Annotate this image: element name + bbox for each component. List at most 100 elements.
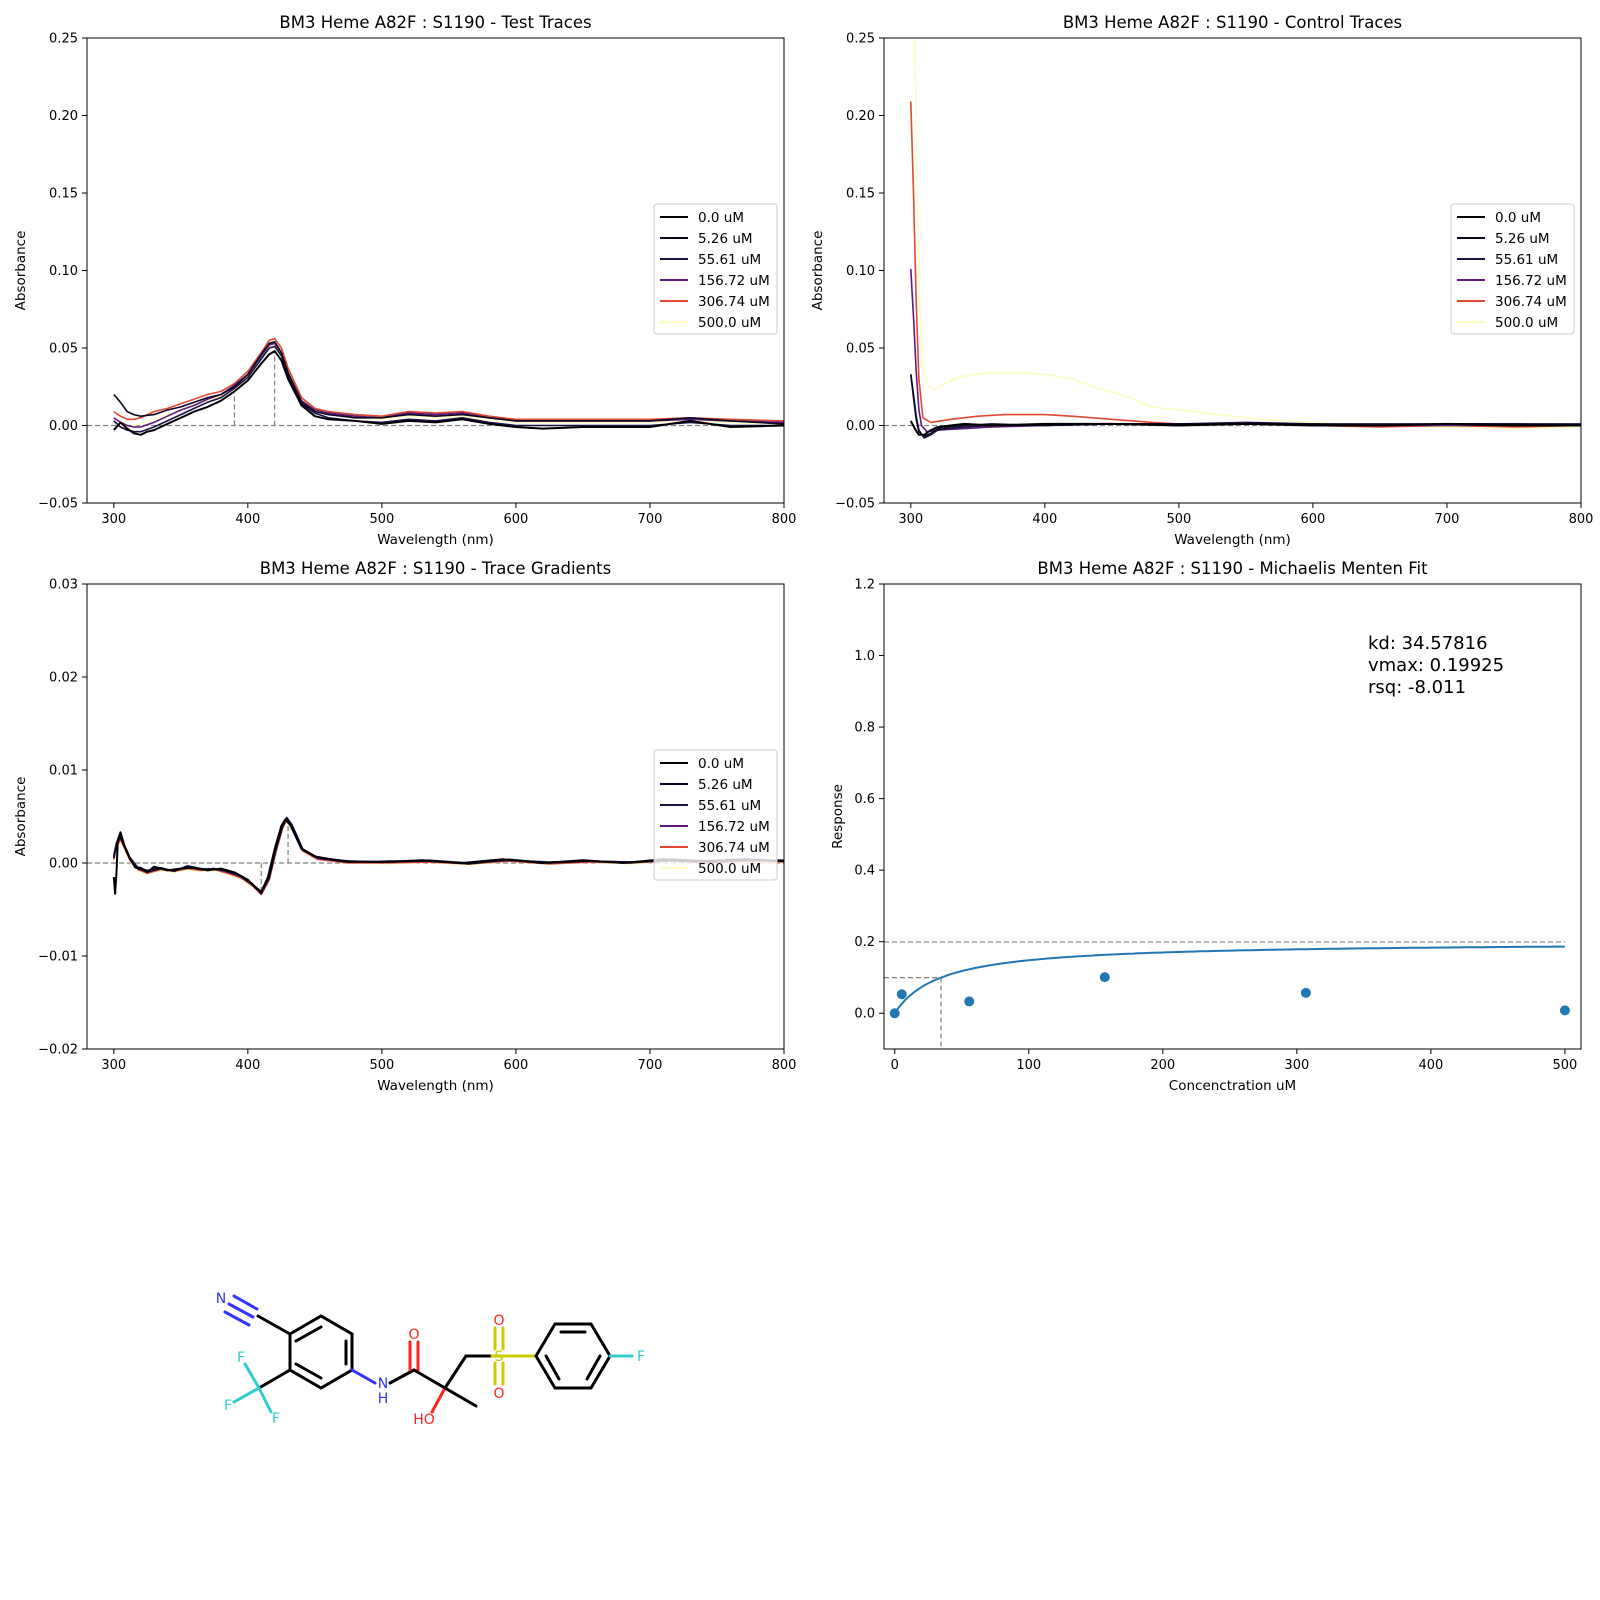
y-axis-label: Absorbance	[810, 231, 826, 311]
x-tick-label: 600	[504, 1058, 529, 1073]
nitrile-triple	[232, 1294, 259, 1311]
y-tick-label: 1.2	[854, 578, 875, 593]
legend-entry: 5.26 uM	[698, 231, 753, 247]
chain-bond	[412, 1368, 447, 1390]
fit-annotation-line: vmax: 0.19925	[1368, 655, 1504, 676]
y-tick-label: 0.00	[846, 419, 875, 434]
x-axis-label: Wavelength (nm)	[1174, 532, 1291, 548]
y-tick-label: 0.6	[854, 792, 875, 807]
y-tick-label: 0.8	[854, 721, 875, 736]
y-tick-label: 0.10	[49, 264, 78, 279]
y-tick-label: 0.01	[49, 764, 78, 779]
series-line-0	[909, 420, 1581, 436]
chart-title: BM3 Heme A82F : S1190 - Control Traces	[1063, 13, 1402, 32]
atom-label: F	[637, 1349, 645, 1365]
fit-annotation-line: rsq: -8.011	[1368, 677, 1466, 698]
axes-frame	[883, 37, 1582, 504]
hydroxyl-bond	[430, 1386, 447, 1414]
chain-bond	[443, 1354, 468, 1390]
x-tick-label: 400	[1032, 512, 1057, 527]
x-tick-label: 400	[235, 512, 260, 527]
series-line-0	[112, 818, 784, 895]
ring-a-double	[294, 1362, 323, 1380]
legend-entry: 0.0 uM	[1495, 210, 1541, 226]
series-line-2	[113, 345, 784, 433]
series-line-0	[113, 350, 784, 436]
cf-bond	[232, 1386, 261, 1404]
data-point	[889, 1008, 900, 1019]
y-tick-label: −0.01	[38, 950, 78, 965]
y-tick-label: 0.20	[846, 109, 875, 124]
cf-bond	[257, 1386, 273, 1414]
chart-title: BM3 Heme A82F : S1190 - Test Traces	[279, 13, 591, 32]
nitrile-triple	[223, 1310, 251, 1327]
x-axis-label: Wavelength (nm)	[377, 532, 494, 548]
x-tick-label: 800	[772, 1058, 797, 1073]
legend-entry: 306.74 uM	[1495, 294, 1567, 310]
x-tick-label: 500	[1553, 1058, 1578, 1073]
plot-area	[884, 941, 1570, 1049]
legend-entry: 500.0 uM	[698, 861, 761, 877]
trace-gradients-panel: BM3 Heme A82F : S1190 - Trace Gradients 3…	[13, 559, 796, 1094]
atom-label: S	[495, 1349, 504, 1365]
y-tick-label: −0.02	[38, 1043, 78, 1058]
fit-annotation-line: kd: 34.57816	[1368, 633, 1488, 654]
atom-label: F	[224, 1398, 232, 1414]
atom-label: O	[408, 1327, 419, 1343]
y-tick-label: 0.20	[49, 109, 78, 124]
chart-title: BM3 Heme A82F : S1190 - Trace Gradients	[260, 559, 612, 578]
legend-entry: 500.0 uM	[1495, 315, 1558, 331]
x-tick-label: 400	[235, 1058, 260, 1073]
legend-entry: 55.61 uM	[698, 798, 761, 814]
legend-entry: 306.74 uM	[698, 840, 770, 856]
y-axis-label: Absorbance	[13, 777, 29, 857]
plot-area	[87, 337, 784, 436]
x-tick-label: 700	[638, 512, 663, 527]
cf-bond	[243, 1362, 261, 1390]
chemical-structure	[223, 1294, 634, 1414]
y-tick-label: 0.03	[49, 578, 78, 593]
data-point	[896, 989, 907, 1000]
y-tick-label: 0.00	[49, 857, 78, 872]
y-tick-label: 1.0	[854, 649, 875, 664]
y-tick-label: 0.00	[49, 419, 78, 434]
atom-label: F	[272, 1411, 280, 1427]
x-axis-label: Concenctration uM	[1169, 1078, 1296, 1094]
structure-atom-labels: N F F F O N H HO O S O F	[216, 1291, 645, 1428]
atom-label: F	[237, 1350, 245, 1366]
y-tick-label: 0.4	[854, 864, 875, 879]
series-line-3	[113, 342, 784, 428]
x-tick-label: 500	[1166, 512, 1191, 527]
legend: 0.0 uM 5.26 uM 55.61 uM 156.72 uM 306.74 uM 5…	[653, 203, 778, 335]
atom-label: N	[378, 1376, 388, 1392]
x-tick-label: 800	[1569, 512, 1594, 527]
legend-entry: 55.61 uM	[698, 252, 761, 268]
x-tick-label: 400	[1418, 1058, 1443, 1073]
axes-frame	[86, 37, 785, 504]
nitrile-triple	[227, 1302, 255, 1319]
michaelis-menten-panel: BM3 Heme A82F : S1190 - Michaelis Menten…	[830, 559, 1582, 1094]
series-line-4	[113, 337, 784, 422]
x-tick-label: 700	[1435, 512, 1460, 527]
y-tick-label: 0.25	[846, 32, 875, 47]
legend: 0.0 uM 5.26 uM 55.61 uM 156.72 uM 306.74 uM 5…	[1450, 203, 1575, 335]
methyl-bond	[443, 1386, 478, 1408]
legend-entry: 500.0 uM	[698, 315, 761, 331]
atom-label: H	[378, 1391, 389, 1407]
x-tick-label: 200	[1150, 1058, 1175, 1073]
ring-a-double	[294, 1325, 323, 1343]
legend-entry: 0.0 uM	[698, 756, 744, 772]
series-line-5	[914, 38, 1581, 430]
nitrile-bond	[256, 1314, 292, 1336]
x-tick-label: 700	[638, 1058, 663, 1073]
x-tick-label: 0	[891, 1058, 899, 1073]
y-tick-label: 0.25	[49, 32, 78, 47]
ring-b-double	[585, 1354, 602, 1381]
axes-frame	[86, 583, 785, 1050]
x-tick-label: 300	[101, 512, 126, 527]
x-tick-label: 300	[101, 1058, 126, 1073]
x-tick-label: 500	[369, 1058, 394, 1073]
atom-label: HO	[413, 1412, 435, 1428]
series-line-1	[113, 340, 784, 425]
